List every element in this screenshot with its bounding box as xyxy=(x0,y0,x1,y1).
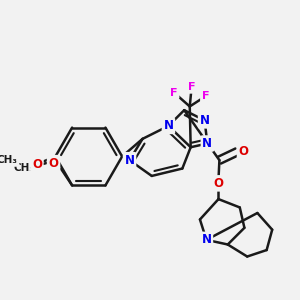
Text: O: O xyxy=(32,158,42,171)
Text: N: N xyxy=(202,137,212,150)
Text: O: O xyxy=(214,177,224,190)
Text: F: F xyxy=(188,82,195,92)
Text: CH₃: CH₃ xyxy=(0,155,18,165)
Text: N: N xyxy=(164,119,173,132)
Text: F: F xyxy=(170,88,178,98)
Text: F: F xyxy=(202,91,209,101)
Text: N: N xyxy=(124,154,134,167)
Text: O: O xyxy=(49,157,58,169)
Text: O: O xyxy=(238,146,248,158)
Text: CH₃: CH₃ xyxy=(14,163,34,173)
Text: N: N xyxy=(201,233,212,246)
Text: N: N xyxy=(200,114,210,127)
